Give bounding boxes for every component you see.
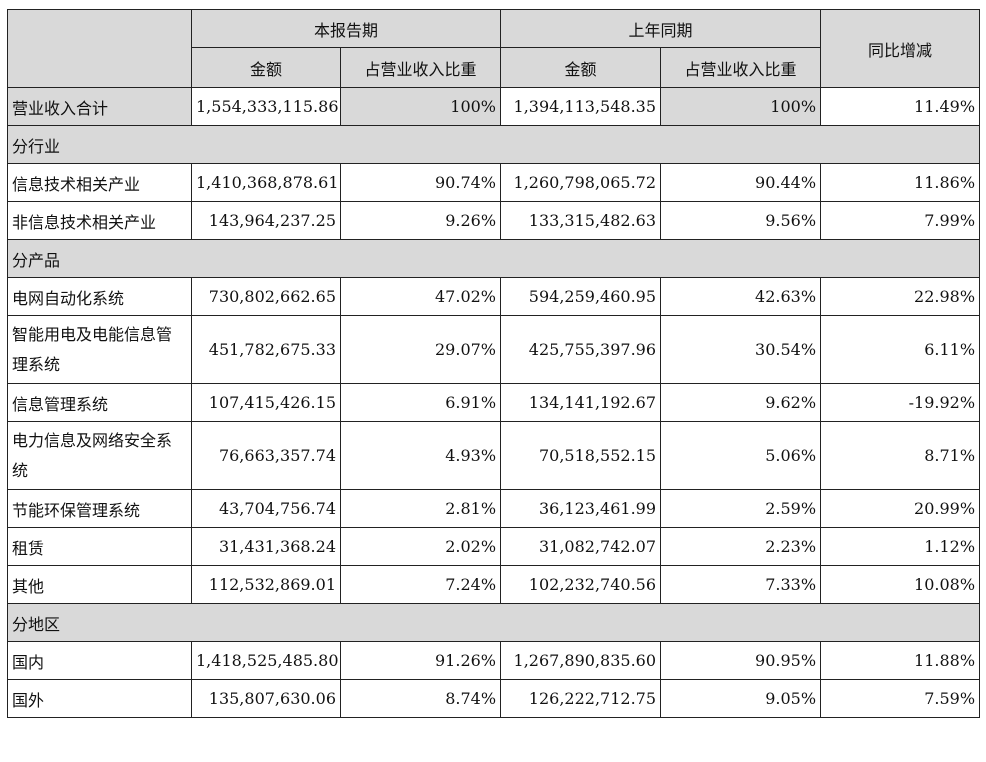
prev-amount-cell: 594,259,460.95 <box>500 277 662 316</box>
cur-amount-cell: 451,782,675.33 <box>191 315 341 384</box>
prev-amount-cell: 1,267,890,835.60 <box>500 641 662 680</box>
section-title: 分产品 <box>6 239 981 278</box>
prev-amount-cell: 1,260,798,065.72 <box>500 163 662 202</box>
table-row: 国外 135,807,630.06 8.74% 126,222,712.75 9… <box>7 679 981 718</box>
row-label: 电力信息及网络安全系统 <box>7 421 192 490</box>
yoy-cell: 7.99% <box>820 201 981 240</box>
cur-amount-cell: 143,964,237.25 <box>191 201 341 240</box>
row-label: 信息管理系统 <box>7 383 192 422</box>
cur-amount-cell: 31,431,368.24 <box>191 527 341 566</box>
prev-amount-cell: 31,082,742.07 <box>500 527 662 566</box>
yoy-cell: 11.86% <box>820 163 981 202</box>
cur-pct-cell: 4.93% <box>339 421 502 490</box>
prev-amount-cell: 36,123,461.99 <box>500 489 662 528</box>
section-row-region: 分地区 <box>6 603 981 642</box>
yoy-cell: 6.11% <box>820 315 981 384</box>
row-label: 国内 <box>7 641 192 680</box>
table-row: 其他 112,532,869.01 7.24% 102,232,740.56 7… <box>7 565 981 604</box>
yoy-cell: 20.99% <box>820 489 981 528</box>
cur-amount-cell: 730,802,662.65 <box>191 277 341 316</box>
table-row: 电力信息及网络安全系统 76,663,357.74 4.93% 70,518,5… <box>7 421 981 490</box>
header-yoy-change: 同比增减 <box>820 9 981 88</box>
prev-pct-cell: 90.44% <box>660 163 822 202</box>
prev-pct-cell: 5.06% <box>660 421 822 490</box>
table-row: 租赁 31,431,368.24 2.02% 31,082,742.07 2.2… <box>7 527 981 566</box>
header-cur-share: 占营业收入比重 <box>339 47 502 88</box>
section-title: 分行业 <box>6 125 981 164</box>
yoy-cell: 1.12% <box>820 527 981 566</box>
yoy-cell: 10.08% <box>820 565 981 604</box>
cur-pct-cell: 2.02% <box>339 527 502 566</box>
total-label: 营业收入合计 <box>7 87 192 126</box>
yoy-cell: 11.88% <box>820 641 981 680</box>
cur-amount-cell: 76,663,357.74 <box>191 421 341 490</box>
header-cur-amount: 金额 <box>191 47 341 88</box>
row-label: 其他 <box>7 565 192 604</box>
total-cur-pct: 100% <box>339 87 502 126</box>
total-yoy: 11.49% <box>820 87 981 126</box>
section-row-industry: 分行业 <box>6 125 981 164</box>
cur-amount-cell: 1,410,368,878.61 <box>191 163 341 202</box>
total-prev-amount: 1,394,113,548.35 <box>500 87 662 126</box>
prev-amount-cell: 133,315,482.63 <box>500 201 662 240</box>
cur-amount-cell: 43,704,756.74 <box>191 489 341 528</box>
header-corner-cell <box>7 9 192 88</box>
row-label: 电网自动化系统 <box>7 277 192 316</box>
prev-pct-cell: 9.05% <box>660 679 822 718</box>
prev-amount-cell: 126,222,712.75 <box>500 679 662 718</box>
section-title: 分地区 <box>6 603 981 642</box>
cur-pct-cell: 6.91% <box>339 383 502 422</box>
prev-pct-cell: 2.23% <box>660 527 822 566</box>
yoy-cell: 22.98% <box>820 277 981 316</box>
cur-amount-cell: 1,418,525,485.80 <box>191 641 341 680</box>
row-label: 信息技术相关产业 <box>7 163 192 202</box>
prev-pct-cell: 2.59% <box>660 489 822 528</box>
prev-pct-cell: 90.95% <box>660 641 822 680</box>
cur-pct-cell: 47.02% <box>339 277 502 316</box>
cur-pct-cell: 8.74% <box>339 679 502 718</box>
table-row: 节能环保管理系统 43,704,756.74 2.81% 36,123,461.… <box>7 489 981 528</box>
row-label: 节能环保管理系统 <box>7 489 192 528</box>
yoy-cell: 7.59% <box>820 679 981 718</box>
prev-amount-cell: 134,141,192.67 <box>500 383 662 422</box>
prev-pct-cell: 30.54% <box>660 315 822 384</box>
cur-amount-cell: 112,532,869.01 <box>191 565 341 604</box>
cur-amount-cell: 107,415,426.15 <box>191 383 341 422</box>
prev-pct-cell: 9.56% <box>660 201 822 240</box>
prev-amount-cell: 102,232,740.56 <box>500 565 662 604</box>
cur-pct-cell: 7.24% <box>339 565 502 604</box>
table-row: 电网自动化系统 730,802,662.65 47.02% 594,259,46… <box>7 277 981 316</box>
cur-pct-cell: 2.81% <box>339 489 502 528</box>
cur-pct-cell: 91.26% <box>339 641 502 680</box>
total-prev-pct: 100% <box>660 87 822 126</box>
row-label: 非信息技术相关产业 <box>7 201 192 240</box>
header-prior-period: 上年同期 <box>500 9 822 48</box>
cur-pct-cell: 9.26% <box>339 201 502 240</box>
total-row: 营业收入合计 1,554,333,115.86 100% 1,394,113,5… <box>7 87 981 126</box>
section-row-product: 分产品 <box>6 239 981 278</box>
cur-pct-cell: 90.74% <box>339 163 502 202</box>
header-prev-amount: 金额 <box>500 47 662 88</box>
total-cur-amount: 1,554,333,115.86 <box>191 87 341 126</box>
yoy-cell: -19.92% <box>820 383 981 422</box>
prev-amount-cell: 70,518,552.15 <box>500 421 662 490</box>
prev-amount-cell: 425,755,397.96 <box>500 315 662 384</box>
prev-pct-cell: 42.63% <box>660 277 822 316</box>
table-row: 信息管理系统 107,415,426.15 6.91% 134,141,192.… <box>7 383 981 422</box>
header-prev-share: 占营业收入比重 <box>660 47 822 88</box>
table-row: 智能用电及电能信息管理系统 451,782,675.33 29.07% 425,… <box>7 315 981 384</box>
header-current-period: 本报告期 <box>190 9 502 48</box>
table-row: 信息技术相关产业 1,410,368,878.61 90.74% 1,260,7… <box>7 163 981 202</box>
yoy-cell: 8.71% <box>820 421 981 490</box>
cur-pct-cell: 29.07% <box>339 315 502 384</box>
table-row: 国内 1,418,525,485.80 91.26% 1,267,890,835… <box>7 641 981 680</box>
row-label: 国外 <box>7 679 192 718</box>
row-label: 智能用电及电能信息管理系统 <box>7 315 192 384</box>
row-label: 租赁 <box>7 527 192 566</box>
revenue-breakdown-table: 本报告期 上年同期 同比增减 金额 占营业收入比重 金额 占营业收入比重 营业收… <box>6 9 981 718</box>
prev-pct-cell: 9.62% <box>660 383 822 422</box>
table-row: 非信息技术相关产业 143,964,237.25 9.26% 133,315,4… <box>7 201 981 240</box>
prev-pct-cell: 7.33% <box>660 565 822 604</box>
cur-amount-cell: 135,807,630.06 <box>191 679 341 718</box>
